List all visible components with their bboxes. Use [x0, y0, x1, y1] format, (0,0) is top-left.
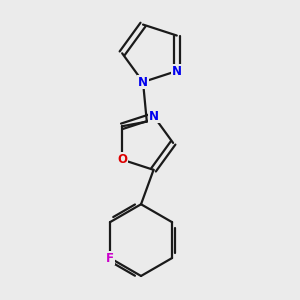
Text: O: O [117, 153, 127, 166]
Text: N: N [148, 110, 159, 122]
Text: N: N [138, 76, 148, 88]
Text: F: F [106, 251, 114, 265]
Text: N: N [172, 64, 182, 77]
